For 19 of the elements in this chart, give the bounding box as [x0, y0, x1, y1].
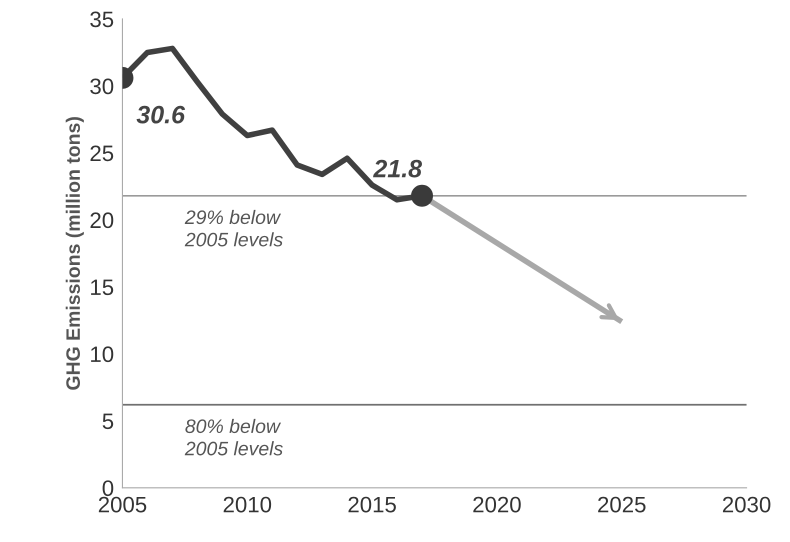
data-label: 30.6	[136, 106, 186, 124]
y-tick-label: 20	[90, 212, 114, 228]
y-axis-title: GHG Emissions (million tons)	[66, 117, 84, 390]
x-tick-label: 2030	[722, 496, 770, 512]
x-tick-label: 2025	[598, 496, 646, 512]
y-tick-label: 25	[90, 145, 114, 162]
x-tick-label: 2005	[98, 496, 146, 512]
x-tick-label: 2020	[473, 496, 521, 512]
x-tick-label: 2010	[224, 496, 272, 512]
x-tick-label: 2015	[348, 496, 396, 512]
ref-line-label: 80% below 2005 levels	[184, 418, 283, 456]
y-tick-label: 15	[91, 280, 114, 296]
y-tick-label: 35	[90, 12, 114, 28]
y-tick-label: 5	[102, 414, 114, 430]
y-tick-label: 10	[91, 346, 114, 362]
data-label: 21.8	[373, 160, 422, 178]
ref-line-label: 29% below 2005 levels	[184, 210, 283, 246]
y-tick-label: 30	[90, 78, 114, 94]
y-tick-label: 0	[102, 480, 114, 496]
